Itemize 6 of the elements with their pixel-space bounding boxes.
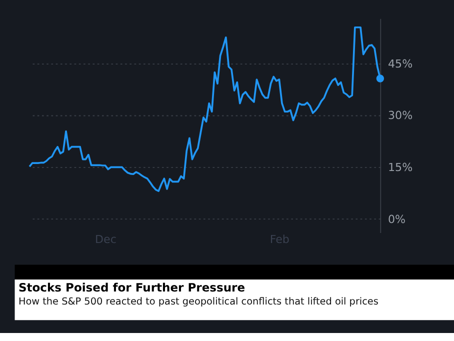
text: How the S&P 500 reacted to past geopolitical conflicts that lifted oil prices (18, 296, 378, 308)
y-tick-label: 15% (388, 161, 413, 174)
text: Stocks Poised for Further Pressure (18, 280, 246, 295)
y-tick-label: 45% (388, 57, 413, 70)
y-tick-label: 30% (388, 109, 413, 122)
y-tick-label: 0% (388, 212, 406, 226)
